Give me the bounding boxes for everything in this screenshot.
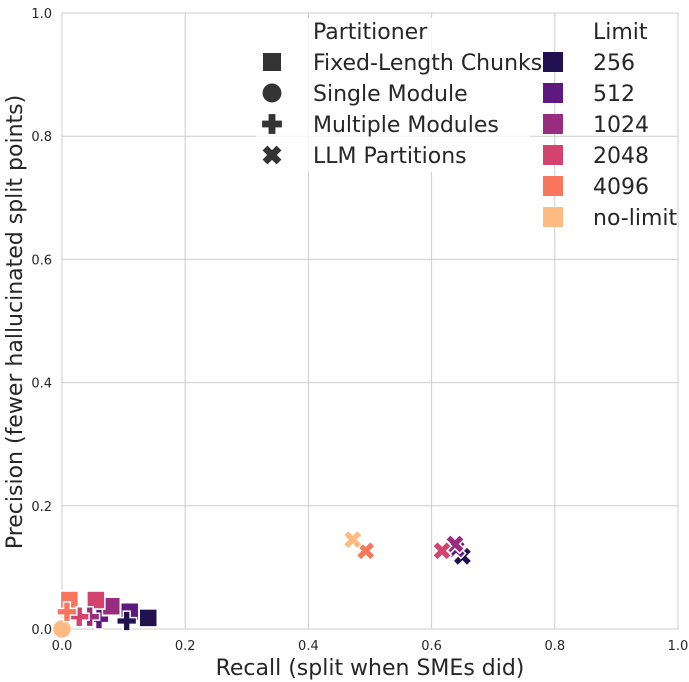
legend-color-swatch (543, 114, 563, 134)
x-tick-label: 0.8 (544, 639, 565, 654)
legend-color-swatch (543, 52, 563, 72)
legend-marker-square (263, 53, 281, 71)
legend-limit-entries: 256 512 1024 2048 4096 no-limit (543, 51, 678, 231)
legend-partitioner-label: LLM Partitions (313, 144, 467, 169)
legend-limit-label: 256 (593, 51, 635, 76)
legend-background (256, 18, 530, 172)
legend-partitioner-entries: Fixed-Length Chunks Single Module Multiple… (262, 51, 542, 169)
data-point-circle (51, 618, 73, 640)
legend-partitioner-label: Multiple Modules (313, 113, 499, 138)
legend-color-swatch (543, 83, 563, 103)
y-tick-label: 0.4 (31, 377, 52, 392)
legend: Partitioner Limit Fixed-Length Chunks Sin… (256, 18, 678, 231)
legend-marker-plus (262, 114, 282, 134)
x-axis-label: Recall (split when SMEs did) (216, 656, 525, 681)
y-tick-label: 0.8 (31, 130, 52, 145)
legend-color-swatch (543, 207, 563, 227)
data-point-x (431, 540, 453, 562)
x-tick-label: 0.4 (298, 639, 319, 654)
x-tick-label: 0.6 (421, 639, 442, 654)
y-tick-label: 0.2 (31, 500, 52, 515)
data-point-plus (116, 610, 138, 632)
legend-marker-circle (262, 83, 282, 103)
legend-limit-label: no-limit (593, 206, 678, 231)
y-tick-label: 0.6 (31, 253, 52, 268)
legend-limit-label: 512 (593, 82, 635, 107)
legend-marker-x (262, 145, 282, 165)
legend-color-swatch (543, 145, 563, 165)
data-point-plus (56, 601, 78, 623)
y-tick-label: 1.0 (31, 7, 52, 22)
legend-partitioner-title: Partitioner (313, 20, 428, 45)
x-tick-label: 0.2 (175, 639, 196, 654)
legend-limit-label: 4096 (593, 175, 649, 200)
legend-limit-label: 1024 (593, 113, 649, 138)
legend-partitioner-label: Fixed-Length Chunks (313, 51, 542, 76)
legend-limit-label: 2048 (593, 144, 649, 169)
y-axis-label: Precision (fewer hallucinated split poin… (3, 95, 28, 549)
data-point-square (138, 608, 158, 628)
legend-color-swatch (543, 176, 563, 196)
data-point-x (342, 529, 364, 551)
y-tick-label: 0.0 (31, 623, 52, 638)
legend-limit-title: Limit (593, 20, 648, 45)
tick-labels: 0.0 0.2 0.4 0.6 0.8 1.0 0.0 0.2 0.4 0.6 0.8 1.0 (31, 7, 688, 654)
x-tick-label: 1.0 (668, 639, 689, 654)
data-points (51, 529, 473, 640)
legend-partitioner-label: Single Module (313, 82, 468, 107)
x-tick-label: 0.0 (52, 639, 73, 654)
